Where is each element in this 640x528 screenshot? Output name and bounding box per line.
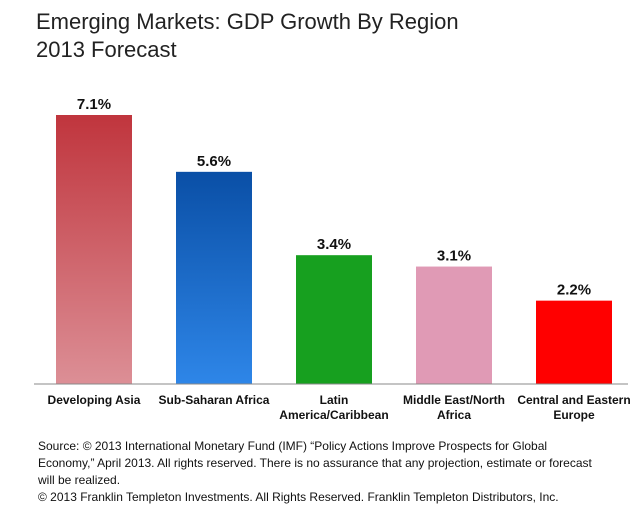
bar-1: [56, 115, 132, 384]
category-label-5: Central and Eastern Europe: [517, 393, 630, 422]
category-label-1: Developing Asia: [48, 393, 141, 407]
copyright-note: © 2013 Franklin Templeton Investments. A…: [38, 490, 559, 504]
bars-group: [56, 115, 612, 384]
value-label-4: 3.1%: [437, 248, 471, 265]
labels-group: 7.1% Developing Asia 5.6% Sub-Saharan Afric…: [48, 96, 631, 422]
value-label-1: 7.1%: [77, 96, 111, 113]
value-label-3: 3.4%: [317, 236, 351, 253]
chart-title: Emerging Markets: GDP Growth By Region: [36, 9, 459, 34]
category-label-3: Latin America/Caribbean: [279, 393, 388, 422]
bar-5: [536, 300, 612, 384]
source-note: Source: © 2013 International Monetary Fu…: [38, 439, 592, 487]
value-label-5: 2.2%: [557, 282, 591, 299]
bar-3: [296, 255, 372, 384]
category-label-2: Sub-Saharan Africa: [159, 393, 270, 407]
value-label-2: 5.6%: [197, 153, 231, 170]
category-label-4: Middle East/North Africa: [403, 393, 505, 422]
bar-2: [176, 171, 252, 384]
chart-title-block: Emerging Markets: GDP Growth By Region 2…: [36, 8, 459, 64]
bar-4: [416, 266, 492, 384]
bar-chart: 7.1% Developing Asia 5.6% Sub-Saharan Afric…: [34, 96, 631, 422]
chart-subtitle: 2013 Forecast: [36, 37, 177, 62]
